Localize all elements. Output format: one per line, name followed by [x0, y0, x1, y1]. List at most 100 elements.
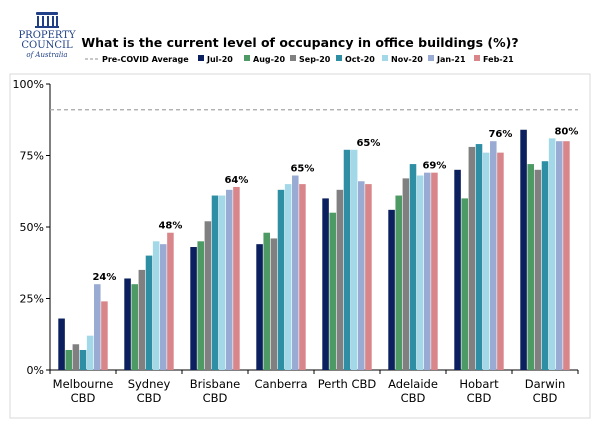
- legend-item: Aug-20: [244, 55, 286, 64]
- bar: [277, 189, 285, 370]
- bar: [548, 138, 556, 370]
- bars: [58, 129, 570, 370]
- bar: [218, 195, 226, 370]
- data-label: 65%: [356, 138, 380, 149]
- y-tick-label: 100%: [13, 78, 44, 91]
- bar: [79, 349, 87, 370]
- data-label: 48%: [158, 221, 182, 232]
- bar: [322, 198, 329, 370]
- legend-swatch: [290, 55, 296, 61]
- logo-line-1: PROPERTY: [18, 30, 76, 41]
- logo-line-2: COUNCIL: [21, 40, 73, 51]
- legend-item: Sep-20: [290, 55, 331, 64]
- bar: [299, 184, 306, 370]
- chart-title: What is the current level of occupancy i…: [81, 35, 518, 50]
- bar: [454, 169, 461, 370]
- bar: [284, 184, 292, 370]
- bar: [520, 129, 527, 370]
- bar: [190, 247, 197, 370]
- data-label: 65%: [290, 164, 314, 175]
- legend-label: Feb-21: [483, 55, 514, 64]
- bar: [94, 284, 101, 370]
- bar: [226, 189, 233, 370]
- bar: [350, 149, 358, 370]
- x-axis: Melbourne CBD Sydney CBD Brisbane CBD Canberra…: [49, 369, 579, 405]
- legend-item-reference: Pre-COVID Average: [85, 55, 189, 64]
- legend-item: Nov-20: [382, 55, 423, 64]
- bar: [160, 244, 167, 370]
- bar: [416, 175, 424, 370]
- category-label: Canberra: [254, 377, 307, 391]
- bar: [145, 255, 153, 370]
- bar: [490, 141, 497, 370]
- bar: [424, 172, 431, 370]
- legend-label: Nov-20: [391, 55, 423, 64]
- data-label: 80%: [554, 126, 578, 137]
- bar: [256, 244, 263, 370]
- category-label: Brisbane CBD: [190, 377, 241, 405]
- bar: [131, 284, 138, 370]
- bar: [197, 241, 204, 370]
- bar: [365, 184, 372, 370]
- y-tick-label: 50%: [20, 221, 44, 234]
- bar: [58, 318, 65, 370]
- legend-item: Jan-21: [428, 55, 466, 64]
- bar: [402, 178, 410, 370]
- category-label: Perth CBD: [318, 377, 377, 391]
- data-label: 76%: [488, 129, 512, 140]
- bar: [541, 161, 549, 370]
- bar: [534, 169, 542, 370]
- y-tick-label: 0%: [27, 364, 44, 377]
- bar: [101, 301, 108, 370]
- bar: [152, 241, 160, 370]
- bar: [388, 209, 395, 370]
- legend-label: Pre-COVID Average: [102, 55, 189, 64]
- legend-label: Jul-20: [206, 55, 233, 64]
- data-label: 64%: [224, 175, 248, 186]
- data-label: 69%: [422, 161, 446, 172]
- bar: [468, 146, 476, 370]
- bar: [482, 152, 490, 370]
- bar: [233, 186, 240, 370]
- bar: [409, 164, 417, 370]
- bar: [292, 175, 299, 370]
- bar: [343, 149, 351, 370]
- category-label: Hobart CBD: [459, 377, 499, 405]
- bar: [211, 195, 219, 370]
- data-labels: 24% 48% 64% 65% 65% 69% 76% 80%: [92, 126, 578, 283]
- bar: [204, 221, 212, 370]
- legend: Pre-COVID Average Jul-20 Aug-20 Sep-20 Oct-2…: [85, 55, 514, 64]
- data-label: 24%: [92, 272, 116, 283]
- category-label: Sydney CBD: [128, 377, 171, 405]
- bar: [527, 164, 534, 370]
- legend-swatch: [474, 55, 480, 61]
- logo: PROPERTY COUNCIL of Australia: [18, 12, 76, 59]
- y-tick-label: 25%: [20, 293, 44, 306]
- bar: [167, 232, 174, 370]
- bar: [65, 349, 72, 370]
- bar: [86, 335, 94, 370]
- bar: [461, 198, 468, 370]
- parliament-logo-icon: [35, 12, 59, 28]
- legend-label: Aug-20: [253, 55, 286, 64]
- bar: [72, 344, 80, 370]
- bar: [475, 144, 483, 370]
- bar: [329, 212, 336, 370]
- legend-swatch: [198, 55, 204, 61]
- bar: [358, 181, 365, 370]
- category-label: Adelaide CBD: [388, 377, 438, 405]
- bar: [336, 189, 344, 370]
- legend-item: Jul-20: [198, 55, 233, 64]
- legend-label: Sep-20: [299, 55, 331, 64]
- bar: [138, 269, 146, 370]
- logo-line-3: of Australia: [26, 51, 67, 59]
- legend-swatch: [336, 55, 342, 61]
- y-tick-label: 75%: [20, 150, 44, 163]
- bar: [395, 195, 402, 370]
- category-label: Melbourne CBD: [53, 377, 114, 405]
- legend-swatch: [428, 55, 434, 61]
- bar: [124, 278, 131, 370]
- bar: [431, 172, 438, 370]
- plot-frame: [9, 73, 591, 419]
